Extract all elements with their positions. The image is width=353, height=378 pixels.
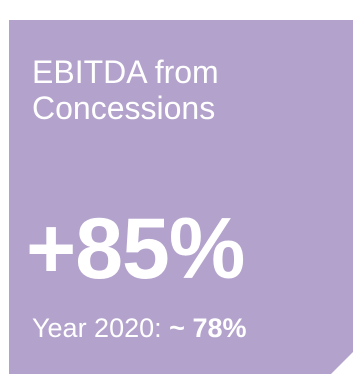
approx-symbol: ~ (169, 313, 185, 343)
kpi-card: EBITDA from Concessions +85% Year 2020: … (9, 20, 353, 374)
card-title: EBITDA from Concessions (32, 54, 332, 126)
card-title-line-1: EBITDA from (32, 54, 219, 90)
comparison-value: 78% (192, 313, 247, 343)
headline-value: +85% (26, 201, 245, 297)
card-title-line-2: Concessions (32, 90, 216, 126)
comparison-line: Year 2020: ~ 78% (32, 312, 246, 344)
comparison-label: Year 2020: (32, 313, 162, 343)
